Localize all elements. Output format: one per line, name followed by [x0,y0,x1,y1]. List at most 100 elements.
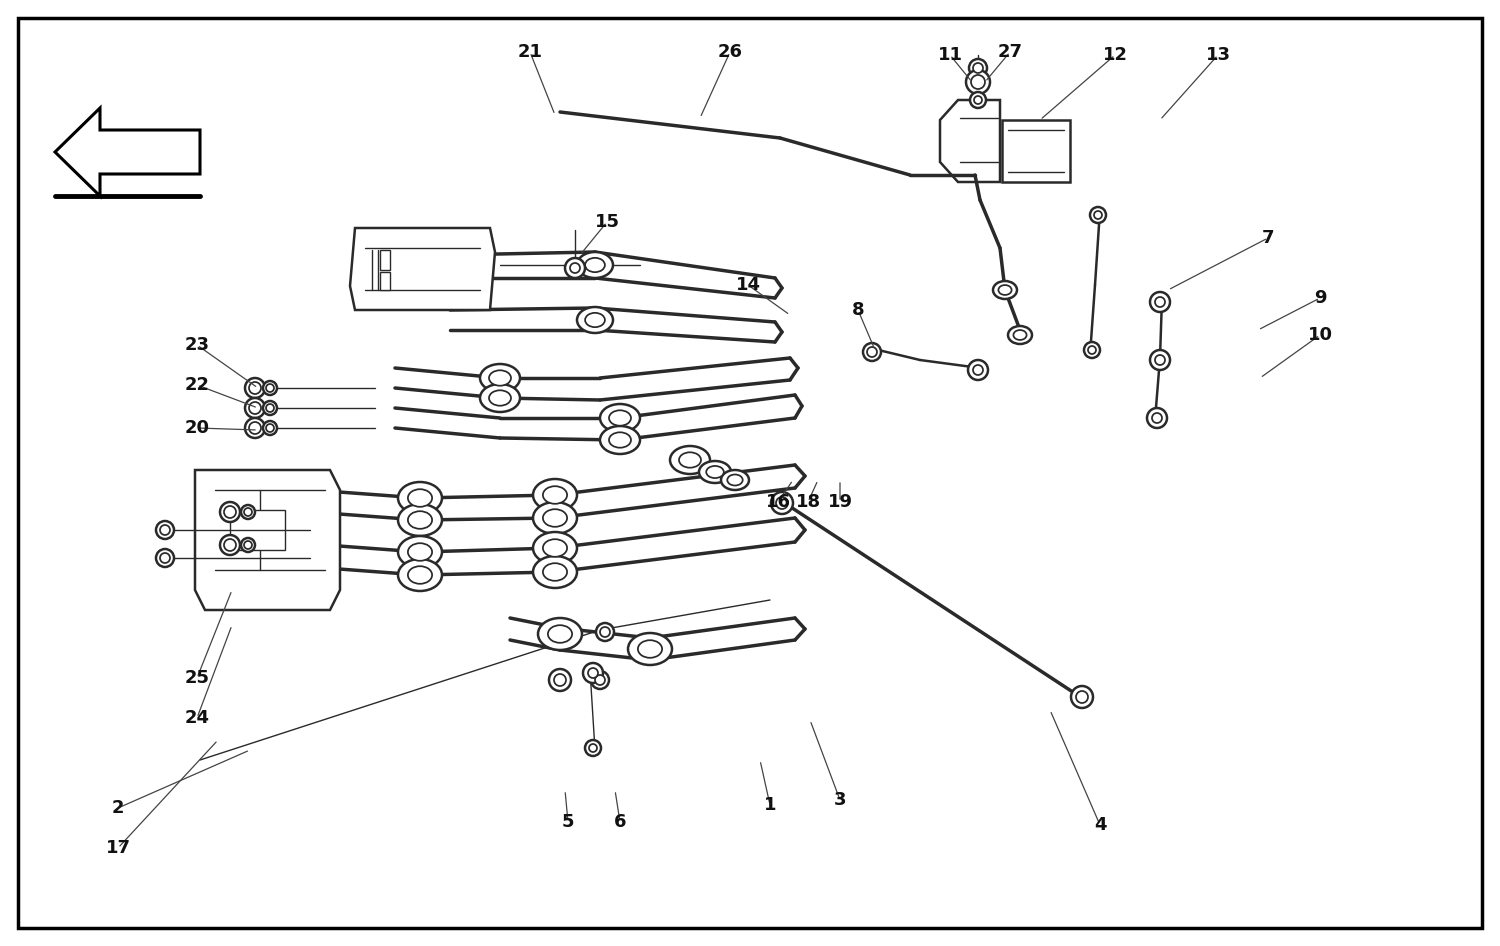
Ellipse shape [1014,330,1026,340]
Ellipse shape [398,482,442,514]
Ellipse shape [548,625,572,642]
Ellipse shape [578,307,614,333]
Circle shape [974,96,982,104]
Circle shape [262,421,278,435]
Circle shape [596,675,604,685]
Circle shape [244,541,252,549]
Ellipse shape [538,618,582,650]
Circle shape [224,539,236,551]
Circle shape [1152,413,1162,423]
Circle shape [160,525,170,535]
Circle shape [1084,342,1100,358]
Polygon shape [350,228,495,310]
Ellipse shape [543,486,567,504]
Text: 12: 12 [1102,46,1128,64]
Ellipse shape [398,504,442,536]
Circle shape [1155,297,1166,307]
Text: 24: 24 [184,709,210,727]
Text: 2: 2 [111,799,125,817]
Text: 21: 21 [518,43,543,61]
Ellipse shape [489,370,512,386]
Circle shape [244,398,266,418]
Ellipse shape [543,509,567,527]
Circle shape [249,402,261,414]
Bar [1002,120,1070,182]
Circle shape [244,418,266,438]
Circle shape [156,521,174,539]
Text: 16: 16 [765,493,790,511]
Text: 19: 19 [828,493,852,511]
Circle shape [1088,346,1096,354]
Circle shape [249,422,261,434]
Polygon shape [940,100,1000,182]
Text: 5: 5 [561,813,574,831]
Ellipse shape [628,633,672,665]
Polygon shape [380,272,390,290]
Text: 13: 13 [1206,46,1230,64]
Ellipse shape [609,432,631,447]
Text: 22: 22 [184,376,210,394]
Text: 18: 18 [795,493,820,511]
Ellipse shape [585,313,604,327]
Text: 27: 27 [998,43,1023,61]
Circle shape [590,744,597,752]
Circle shape [1071,686,1094,708]
Circle shape [970,75,986,89]
Circle shape [588,668,598,678]
Circle shape [600,627,610,637]
Text: 23: 23 [184,336,210,354]
Text: 8: 8 [852,301,864,319]
Circle shape [570,263,580,273]
Circle shape [244,378,266,398]
Ellipse shape [600,426,640,454]
Circle shape [224,506,236,518]
Polygon shape [380,250,390,270]
Ellipse shape [543,539,567,557]
Circle shape [242,505,255,519]
Ellipse shape [480,384,520,412]
Circle shape [862,343,880,361]
Circle shape [266,384,274,392]
Ellipse shape [480,364,520,392]
Ellipse shape [408,489,432,507]
Text: 10: 10 [1308,326,1332,344]
Circle shape [966,70,990,94]
Circle shape [1150,292,1170,312]
Text: 20: 20 [184,419,210,437]
Ellipse shape [532,479,578,511]
Ellipse shape [706,466,724,478]
Circle shape [220,535,240,555]
Ellipse shape [489,391,512,406]
Text: 4: 4 [1094,816,1106,834]
Circle shape [554,674,566,686]
Circle shape [249,382,261,394]
Ellipse shape [585,258,604,272]
Ellipse shape [670,446,710,474]
Circle shape [1150,350,1170,370]
Ellipse shape [398,536,442,568]
Circle shape [266,424,274,432]
Ellipse shape [600,404,640,432]
Ellipse shape [722,470,748,490]
Circle shape [156,549,174,567]
Text: 3: 3 [834,791,846,809]
Circle shape [242,538,255,552]
Circle shape [968,360,988,380]
Circle shape [262,381,278,395]
Circle shape [771,492,794,514]
Circle shape [970,92,986,108]
Circle shape [1094,211,1102,219]
Circle shape [220,502,240,522]
Ellipse shape [728,475,742,485]
Circle shape [566,258,585,278]
Circle shape [266,404,274,412]
Text: 7: 7 [1262,229,1274,247]
Ellipse shape [532,532,578,564]
Circle shape [160,553,170,563]
Circle shape [584,663,603,683]
Text: 9: 9 [1314,289,1326,307]
Circle shape [591,671,609,689]
Circle shape [262,401,278,415]
Circle shape [776,497,788,509]
Circle shape [1148,408,1167,428]
